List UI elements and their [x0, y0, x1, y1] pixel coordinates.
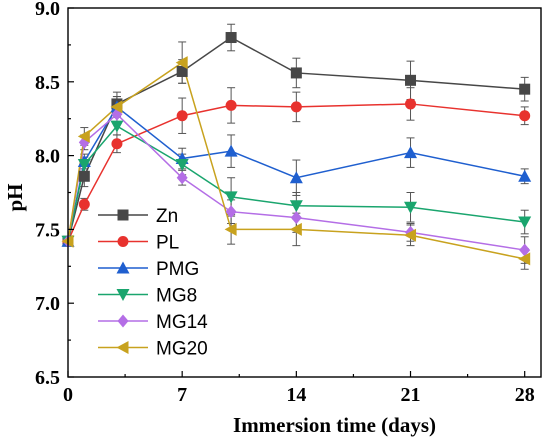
- legend-marker: [116, 341, 129, 354]
- data-point-zn: [176, 65, 188, 77]
- data-point-mg8: [404, 201, 418, 214]
- series-line-pl: [67, 103, 525, 242]
- data-point-mg20: [175, 56, 188, 70]
- x-axis-title: Immersion time (days): [233, 413, 436, 437]
- x-tick-label: 7: [177, 384, 187, 406]
- series-lines-layer: [67, 36, 525, 260]
- data-point-pl: [290, 101, 302, 113]
- legend-item-mg8: MG8: [98, 286, 197, 307]
- y-tick-label: 8.5: [35, 72, 60, 94]
- series-line-pmg: [67, 105, 525, 242]
- data-point-mg20: [518, 252, 531, 266]
- data-point-pl: [225, 99, 237, 111]
- data-point-pl: [78, 198, 90, 210]
- y-tick-label: 7.0: [35, 293, 60, 315]
- y-tick-label: 6.5: [35, 367, 60, 389]
- data-point-zn: [225, 32, 237, 44]
- data-point-mg14: [290, 211, 302, 225]
- legend-marker: [116, 261, 130, 274]
- data-point-pmg: [404, 146, 418, 159]
- x-tick-label: 14: [286, 384, 306, 406]
- data-point-mg20: [77, 129, 90, 143]
- legend-label-zn: Zn: [156, 206, 178, 227]
- data-point-mg8: [518, 216, 532, 229]
- data-point-zn: [78, 170, 90, 182]
- x-tick-label: 21: [401, 384, 421, 406]
- data-point-mg20: [110, 100, 123, 114]
- data-point-mg14: [519, 243, 531, 257]
- legend-label-mg14: MG14: [156, 312, 208, 333]
- data-point-pmg: [224, 144, 238, 157]
- data-point-mg8: [175, 158, 189, 171]
- data-point-zn: [405, 74, 417, 86]
- data-point-pl: [519, 110, 531, 122]
- y-tick-label: 8.0: [35, 146, 60, 168]
- data-point-pmg: [518, 169, 532, 182]
- data-point-pl: [405, 98, 417, 110]
- legend-label-pl: PL: [156, 233, 179, 254]
- data-point-zn: [519, 83, 531, 95]
- legend-item-pmg: PMG: [98, 259, 199, 280]
- legend-label-mg8: MG8: [156, 286, 197, 307]
- legend-label-mg20: MG20: [156, 339, 208, 360]
- data-point-mg8: [110, 120, 124, 133]
- data-point-mg14: [176, 171, 188, 185]
- legend: Zn PL PMG MG8 MG14 MG20: [98, 206, 208, 360]
- y-tick-label: 9.0: [35, 0, 60, 20]
- x-tick-label: 0: [63, 384, 73, 406]
- legend-marker: [117, 314, 129, 328]
- data-point-pl: [111, 138, 123, 150]
- data-point-mg20: [289, 222, 302, 236]
- x-tick-label: 28: [515, 384, 535, 406]
- y-tick-label: 7.5: [35, 219, 60, 241]
- data-point-pmg: [289, 171, 303, 184]
- data-point-mg8: [77, 158, 91, 171]
- data-point-mg20: [224, 222, 237, 236]
- legend-label-pmg: PMG: [156, 259, 199, 280]
- legend-item-pl: PL: [98, 233, 179, 254]
- series-line-zn: [67, 36, 525, 242]
- y-axis-title: pH: [3, 183, 27, 211]
- markers-layer: [61, 32, 532, 266]
- data-point-mg14: [225, 205, 237, 219]
- legend-marker: [117, 236, 129, 247]
- data-point-mg8: [289, 200, 303, 213]
- axes: 0 7 14 21 28 6.5 7.0 7.5 8.0 8.5 9.0: [35, 0, 542, 406]
- series-line-mg8: [67, 125, 525, 242]
- data-point-mg8: [224, 191, 238, 204]
- data-point-mg20: [404, 228, 417, 242]
- legend-item-mg20: MG20: [98, 339, 208, 360]
- data-point-zn: [290, 67, 302, 79]
- legend-item-mg14: MG14: [98, 312, 208, 333]
- legend-marker: [116, 289, 130, 301]
- data-point-pl: [176, 110, 188, 122]
- legend-item-zn: Zn: [98, 206, 178, 227]
- legend-marker: [117, 209, 129, 221]
